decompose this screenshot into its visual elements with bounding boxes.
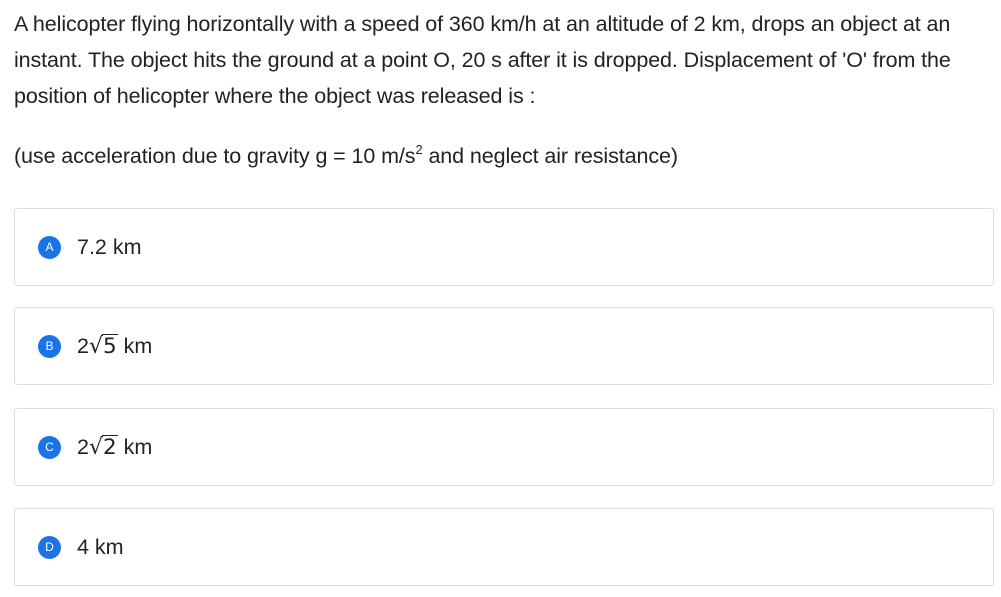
option-c-coefficient: 2 bbox=[77, 435, 89, 459]
option-d-text: 4 km bbox=[77, 535, 124, 559]
option-b-unit: km bbox=[117, 334, 153, 358]
question-text: A helicopter flying horizontally with a … bbox=[14, 12, 951, 108]
note-prefix: (use acceleration due to gravity g = 10 … bbox=[14, 144, 416, 168]
option-a-text: 7.2 km bbox=[77, 235, 142, 259]
sqrt-icon: √5 bbox=[88, 334, 118, 359]
option-c-badge: C bbox=[38, 436, 61, 459]
note-exponent: 2 bbox=[415, 142, 423, 157]
sqrt-icon: √2 bbox=[88, 435, 118, 460]
option-b-badge: B bbox=[38, 335, 61, 358]
option-c-radicand: 2 bbox=[102, 435, 118, 460]
option-d-badge: D bbox=[38, 536, 61, 559]
option-c-unit: km bbox=[117, 435, 153, 459]
option-c[interactable]: C 2√2 km bbox=[14, 408, 994, 486]
option-a[interactable]: A 7.2 km bbox=[14, 208, 994, 286]
option-b-coefficient: 2 bbox=[77, 334, 89, 358]
option-b-radicand: 5 bbox=[102, 334, 118, 359]
option-d[interactable]: D 4 km bbox=[14, 508, 994, 586]
option-c-text: 2√2 km bbox=[77, 431, 152, 464]
note-suffix: and neglect air resistance) bbox=[422, 144, 678, 168]
option-b[interactable]: B 2√5 km bbox=[14, 307, 994, 385]
question-note: (use acceleration due to gravity g = 10 … bbox=[14, 138, 678, 174]
option-a-badge: A bbox=[38, 236, 61, 259]
option-b-text: 2√5 km bbox=[77, 330, 152, 363]
